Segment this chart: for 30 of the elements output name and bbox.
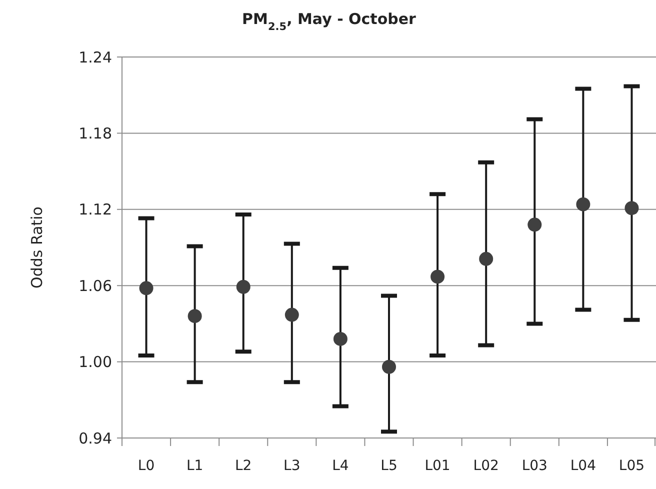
point: [430, 270, 445, 284]
point: [236, 280, 250, 294]
y-tick-label: 0.94: [78, 429, 112, 448]
x-tick-label: L04: [570, 458, 596, 474]
point: [333, 332, 348, 346]
x-tick-label: L5: [380, 458, 398, 474]
x-tick-label: L2: [235, 458, 252, 474]
point: [624, 201, 639, 216]
x-tick-label: L1: [186, 458, 204, 474]
y-tick-label: 1.18: [78, 124, 112, 142]
point: [382, 360, 396, 374]
y-axis-title: Odds Ratio: [28, 206, 46, 288]
y-tick-label: 1.24: [78, 48, 112, 66]
x-tick-label: L4: [332, 458, 349, 474]
point: [188, 309, 202, 324]
point: [479, 252, 494, 266]
x-tick-label: L3: [284, 458, 300, 474]
x-tick-label: L03: [522, 458, 548, 474]
point: [528, 218, 542, 232]
y-tick-label: 1.06: [78, 276, 112, 295]
y-tick-label: 1.12: [78, 200, 112, 219]
chart-title: PM$_{2.5}$, May - October: [242, 10, 417, 33]
point: [139, 281, 154, 296]
x-tick-label: L0: [138, 458, 155, 474]
point: [576, 197, 590, 212]
point: [284, 308, 299, 322]
y-tick-label: 1.00: [78, 353, 112, 372]
x-tick-label: L02: [473, 458, 499, 474]
x-tick-label: L05: [618, 458, 645, 474]
x-tick-label: L01: [424, 458, 450, 474]
